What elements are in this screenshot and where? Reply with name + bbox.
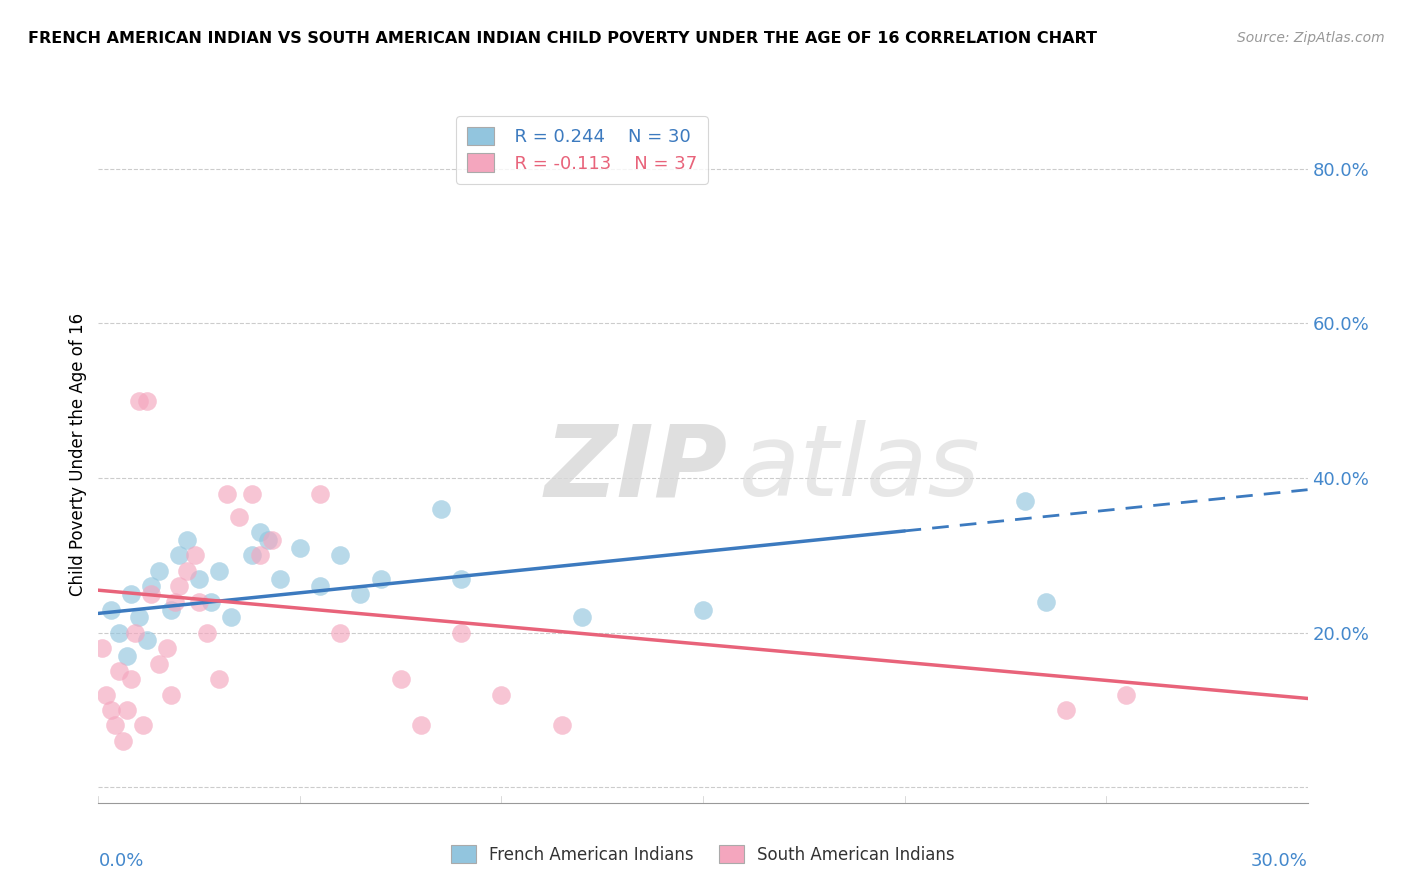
Point — [370, 572, 392, 586]
Point — [349, 587, 371, 601]
Point — [288, 541, 311, 555]
Legend:   R = 0.244    N = 30,   R = -0.113    N = 37: R = 0.244 N = 30, R = -0.113 N = 37 — [456, 116, 709, 184]
Point — [389, 672, 412, 686]
Point — [115, 703, 138, 717]
Point — [148, 564, 170, 578]
Point — [188, 572, 211, 586]
Point — [571, 610, 593, 624]
Point — [491, 688, 513, 702]
Point — [1115, 688, 1137, 702]
Point — [260, 533, 283, 547]
Point — [100, 703, 122, 717]
Point — [91, 641, 114, 656]
Point — [1035, 595, 1057, 609]
Text: ZIP: ZIP — [544, 420, 727, 517]
Point — [188, 595, 211, 609]
Point — [1014, 494, 1036, 508]
Point — [208, 672, 231, 686]
Point — [176, 533, 198, 547]
Point — [195, 625, 218, 640]
Point — [228, 509, 250, 524]
Point — [217, 486, 239, 500]
Point — [160, 602, 183, 616]
Point — [692, 602, 714, 616]
Legend: French American Indians, South American Indians: French American Indians, South American … — [444, 838, 962, 871]
Point — [167, 579, 190, 593]
Point — [176, 564, 198, 578]
Text: FRENCH AMERICAN INDIAN VS SOUTH AMERICAN INDIAN CHILD POVERTY UNDER THE AGE OF 1: FRENCH AMERICAN INDIAN VS SOUTH AMERICAN… — [28, 31, 1097, 46]
Point — [163, 595, 186, 609]
Point — [450, 572, 472, 586]
Point — [115, 648, 138, 663]
Point — [128, 610, 150, 624]
Point — [96, 688, 118, 702]
Point — [107, 665, 129, 679]
Point — [128, 393, 150, 408]
Text: 0.0%: 0.0% — [98, 852, 143, 870]
Point — [309, 486, 332, 500]
Point — [148, 657, 170, 671]
Point — [329, 625, 352, 640]
Point — [103, 718, 125, 732]
Text: 30.0%: 30.0% — [1251, 852, 1308, 870]
Point — [430, 502, 453, 516]
Point — [135, 393, 157, 408]
Point — [240, 486, 263, 500]
Point — [107, 625, 129, 640]
Point — [135, 633, 157, 648]
Point — [156, 641, 179, 656]
Point — [132, 718, 155, 732]
Point — [240, 549, 263, 563]
Point — [269, 572, 291, 586]
Point — [100, 602, 122, 616]
Point — [160, 688, 183, 702]
Point — [139, 587, 162, 601]
Point — [120, 587, 142, 601]
Y-axis label: Child Poverty Under the Age of 16: Child Poverty Under the Age of 16 — [69, 313, 87, 597]
Point — [249, 525, 271, 540]
Point — [221, 610, 243, 624]
Point — [1054, 703, 1077, 717]
Point — [120, 672, 142, 686]
Point — [124, 625, 146, 640]
Text: atlas: atlas — [740, 420, 981, 517]
Point — [139, 579, 162, 593]
Point — [208, 564, 231, 578]
Point — [184, 549, 207, 563]
Point — [249, 549, 271, 563]
Point — [551, 718, 574, 732]
Point — [309, 579, 332, 593]
Text: Source: ZipAtlas.com: Source: ZipAtlas.com — [1237, 31, 1385, 45]
Point — [409, 718, 432, 732]
Point — [329, 549, 352, 563]
Point — [167, 549, 190, 563]
Point — [111, 734, 134, 748]
Point — [200, 595, 222, 609]
Point — [450, 625, 472, 640]
Point — [256, 533, 278, 547]
